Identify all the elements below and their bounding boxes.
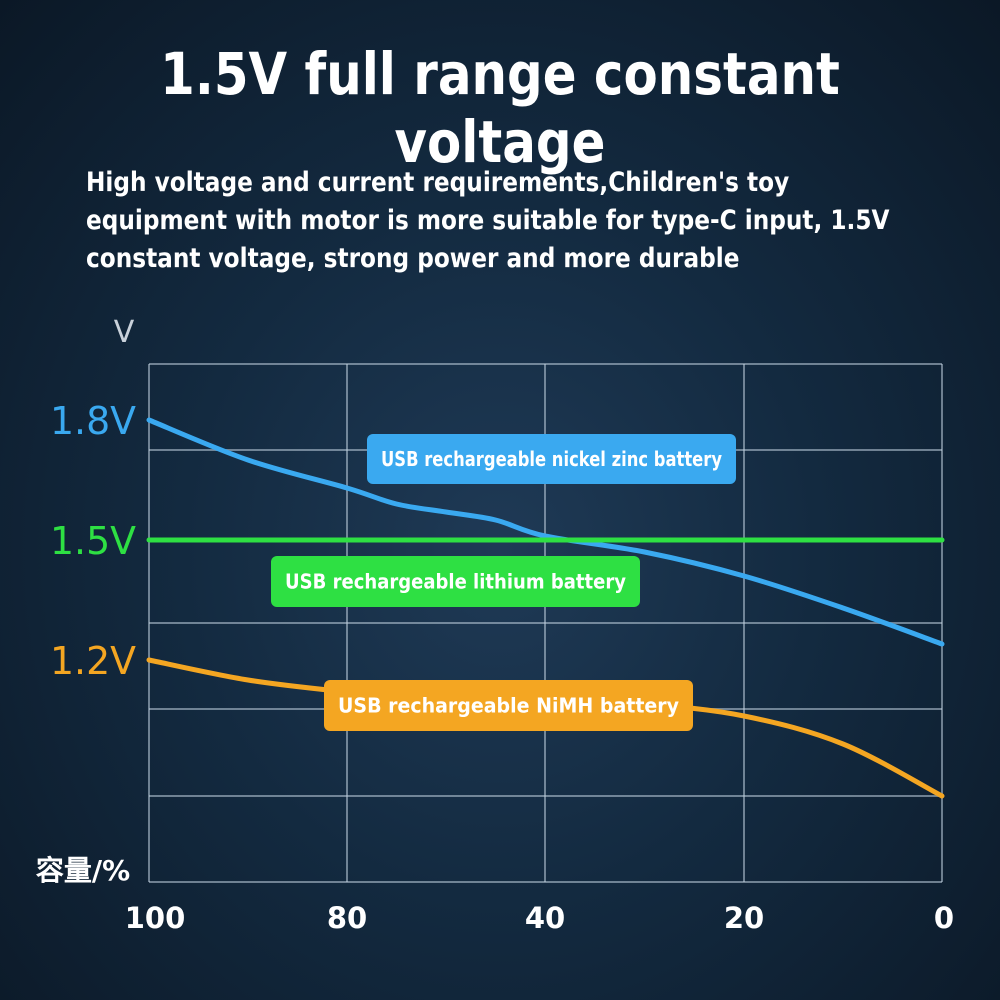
series-line-usb-rechargeable-nickel-zinc-battery <box>146 417 945 647</box>
legend-usb-rechargeable-nickel-zinc-battery: USB rechargeable nickel zinc battery <box>367 434 736 484</box>
legend-label: USB rechargeable nickel zinc battery <box>381 447 722 471</box>
x-tick-label: 20 <box>724 901 764 935</box>
page-subtitle: High voltage and current requirements,Ch… <box>86 167 890 274</box>
legend-box <box>367 434 736 484</box>
page-title: 1.5V full range constant voltage <box>160 40 840 176</box>
y-tick-label: 1.5V <box>50 519 136 563</box>
legend-usb-rechargeable-nimh-battery: USB rechargeable NiMH battery <box>324 680 693 731</box>
x-tick-label: 0 <box>934 901 954 935</box>
y-axis-title: V <box>114 315 135 350</box>
x-tick-label: 100 <box>125 901 186 935</box>
legend-box <box>271 556 640 607</box>
legend-label: USB rechargeable lithium battery <box>285 570 626 594</box>
x-axis-title: 容量/% <box>36 854 130 887</box>
chart-legends: USB rechargeable nickel zinc battery USB … <box>271 434 736 731</box>
legend-box <box>324 680 693 731</box>
x-tick-label: 40 <box>525 901 565 935</box>
y-tick-label: 1.8V <box>50 399 136 443</box>
legend-label: USB rechargeable NiMH battery <box>338 694 679 718</box>
x-tick-label: 80 <box>327 901 367 935</box>
legend-usb-rechargeable-lithium-battery: USB rechargeable lithium battery <box>271 556 640 607</box>
y-tick-label: 1.2V <box>50 639 136 683</box>
chart-axes: V 1.8V 1.5V 1.2V 容量/% 100 80 40 20 0 <box>36 315 954 935</box>
